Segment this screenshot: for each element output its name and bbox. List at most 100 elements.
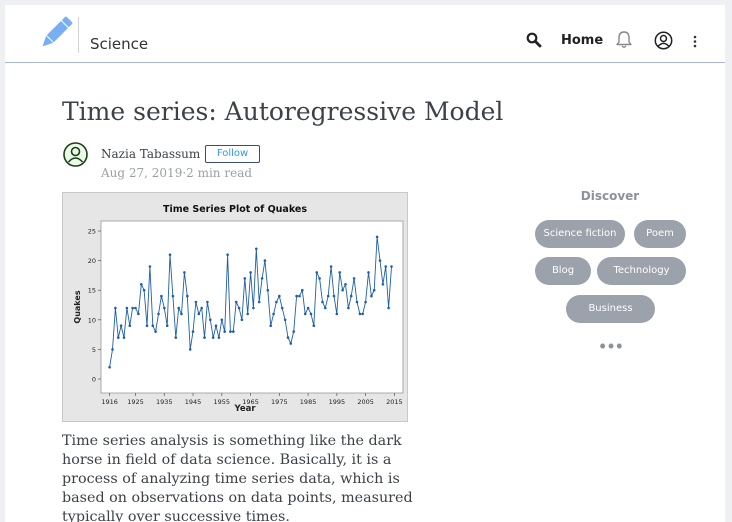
article-body: Time series analysis is something like t… xyxy=(62,433,413,522)
data-point xyxy=(321,300,324,304)
data-point xyxy=(209,318,212,322)
tag-blog[interactable]: Blog xyxy=(535,257,591,285)
data-point xyxy=(186,294,189,298)
author-avatar-icon[interactable] xyxy=(63,142,88,172)
data-point xyxy=(349,294,353,298)
data-point xyxy=(168,253,172,256)
tag-business[interactable]: Business xyxy=(566,295,655,323)
pencil-icon[interactable] xyxy=(37,15,75,56)
data-point xyxy=(226,253,229,256)
data-point xyxy=(165,324,169,327)
x-tick-label: 1955 xyxy=(214,398,231,406)
data-point xyxy=(370,294,373,298)
data-point xyxy=(266,288,270,292)
data-point xyxy=(148,265,152,268)
data-point xyxy=(309,312,313,316)
data-point xyxy=(125,306,129,310)
publication-name[interactable]: Science xyxy=(90,35,149,53)
tag-poem[interactable]: Poem xyxy=(634,220,686,248)
data-point xyxy=(295,294,298,298)
data-point xyxy=(298,294,301,298)
y-tick-label: 25 xyxy=(88,228,96,236)
data-point xyxy=(312,324,316,327)
data-point xyxy=(381,283,385,286)
data-point xyxy=(246,312,249,316)
data-point xyxy=(217,336,221,339)
more-vertical-icon[interactable] xyxy=(692,35,698,54)
discover-heading: Discover xyxy=(580,189,640,203)
y-tick-label: 10 xyxy=(88,316,96,324)
y-tick-label: 15 xyxy=(88,287,96,295)
data-point xyxy=(260,277,264,280)
x-tick-label: 1925 xyxy=(127,398,144,406)
data-point xyxy=(255,247,258,251)
data-point xyxy=(315,271,318,274)
data-point xyxy=(326,294,330,298)
data-point xyxy=(206,300,209,304)
data-point xyxy=(223,330,226,333)
data-point xyxy=(154,330,157,333)
data-point xyxy=(384,265,388,268)
home-link[interactable]: Home xyxy=(561,33,604,48)
data-point xyxy=(111,348,114,351)
data-point xyxy=(306,306,310,310)
data-point xyxy=(252,306,255,310)
data-point xyxy=(341,288,344,292)
data-point xyxy=(142,288,146,292)
y-axis: 0 5 10 15 20 25 xyxy=(88,228,101,384)
data-point xyxy=(191,330,195,333)
data-point xyxy=(119,324,123,327)
data-point xyxy=(387,306,390,310)
data-point xyxy=(108,365,111,369)
data-point xyxy=(214,324,218,327)
x-tick-label: 1995 xyxy=(329,398,346,406)
data-point xyxy=(275,300,278,304)
y-axis-label: Quakes xyxy=(73,290,82,323)
data-point xyxy=(324,306,327,310)
data-point xyxy=(355,300,359,304)
x-tick-label: 1975 xyxy=(271,398,288,406)
data-point xyxy=(237,306,241,310)
data-point xyxy=(140,283,143,286)
data-point xyxy=(174,336,178,339)
data-point xyxy=(335,312,339,316)
y-tick-label: 5 xyxy=(92,346,96,354)
follow-button[interactable]: Follow xyxy=(205,145,260,163)
data-point xyxy=(137,312,140,316)
data-point xyxy=(122,336,126,339)
y-tick-label: 20 xyxy=(88,257,96,265)
data-point xyxy=(160,294,163,298)
data-point xyxy=(283,318,287,322)
data-point xyxy=(263,259,267,262)
data-point xyxy=(200,306,203,310)
x-axis-label: Year xyxy=(233,404,256,414)
data-point xyxy=(211,336,215,339)
account-icon[interactable] xyxy=(654,31,673,55)
time-series-chart: Time Series Plot of Quakes 0 5 10 15 20 25 19… xyxy=(62,192,408,422)
data-point xyxy=(249,271,252,274)
article-title: Time series: Autoregressive Model xyxy=(62,97,504,126)
data-point xyxy=(280,306,284,310)
tag-technology[interactable]: Technology xyxy=(597,257,686,285)
data-point xyxy=(117,336,120,339)
search-icon[interactable] xyxy=(526,32,542,53)
x-tick-label: 1916 xyxy=(101,398,118,406)
x-tick-label: 1985 xyxy=(300,398,317,406)
data-point xyxy=(338,271,342,274)
tag-science-fiction[interactable]: Science fiction xyxy=(535,220,625,248)
author-name[interactable]: Nazia Tabassum xyxy=(101,147,201,161)
data-point xyxy=(203,336,206,339)
chart-svg: Time Series Plot of Quakes 0 5 10 15 20 25 19… xyxy=(73,204,404,414)
data-point xyxy=(163,306,166,310)
x-axis: 1916 1925 1935 1945 1955 1965 1975 1985 1995 2005… xyxy=(101,393,403,406)
data-point xyxy=(114,306,117,310)
data-point xyxy=(243,277,247,280)
data-point xyxy=(157,312,160,316)
data-point xyxy=(180,312,183,316)
more-tags-icon[interactable]: ••• xyxy=(599,336,625,356)
bell-icon[interactable] xyxy=(615,30,633,54)
data-point xyxy=(378,259,382,262)
series-points xyxy=(108,235,393,369)
data-point xyxy=(278,294,281,298)
page-frame: Science Home xyxy=(5,5,725,522)
